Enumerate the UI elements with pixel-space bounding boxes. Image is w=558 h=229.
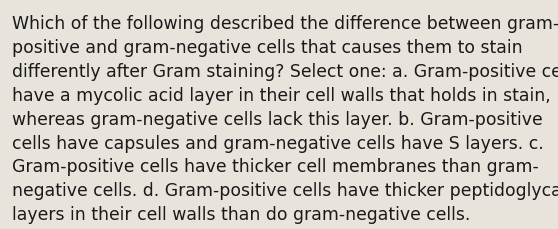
Text: layers in their cell walls than do gram-negative cells.: layers in their cell walls than do gram-… xyxy=(12,205,470,223)
Text: Which of the following described the difference between gram-: Which of the following described the dif… xyxy=(12,15,558,33)
Text: have a mycolic acid layer in their cell walls that holds in stain,: have a mycolic acid layer in their cell … xyxy=(12,86,551,104)
Text: Gram-positive cells have thicker cell membranes than gram-: Gram-positive cells have thicker cell me… xyxy=(12,158,539,176)
Text: whereas gram-negative cells lack this layer. b. Gram-positive: whereas gram-negative cells lack this la… xyxy=(12,110,543,128)
Text: cells have capsules and gram-negative cells have S layers. c.: cells have capsules and gram-negative ce… xyxy=(12,134,544,152)
Text: negative cells. d. Gram-positive cells have thicker peptidoglycan: negative cells. d. Gram-positive cells h… xyxy=(12,182,558,199)
Text: differently after Gram staining? Select one: a. Gram-positive cells: differently after Gram staining? Select … xyxy=(12,63,558,80)
Text: positive and gram-negative cells that causes them to stain: positive and gram-negative cells that ca… xyxy=(12,39,523,57)
